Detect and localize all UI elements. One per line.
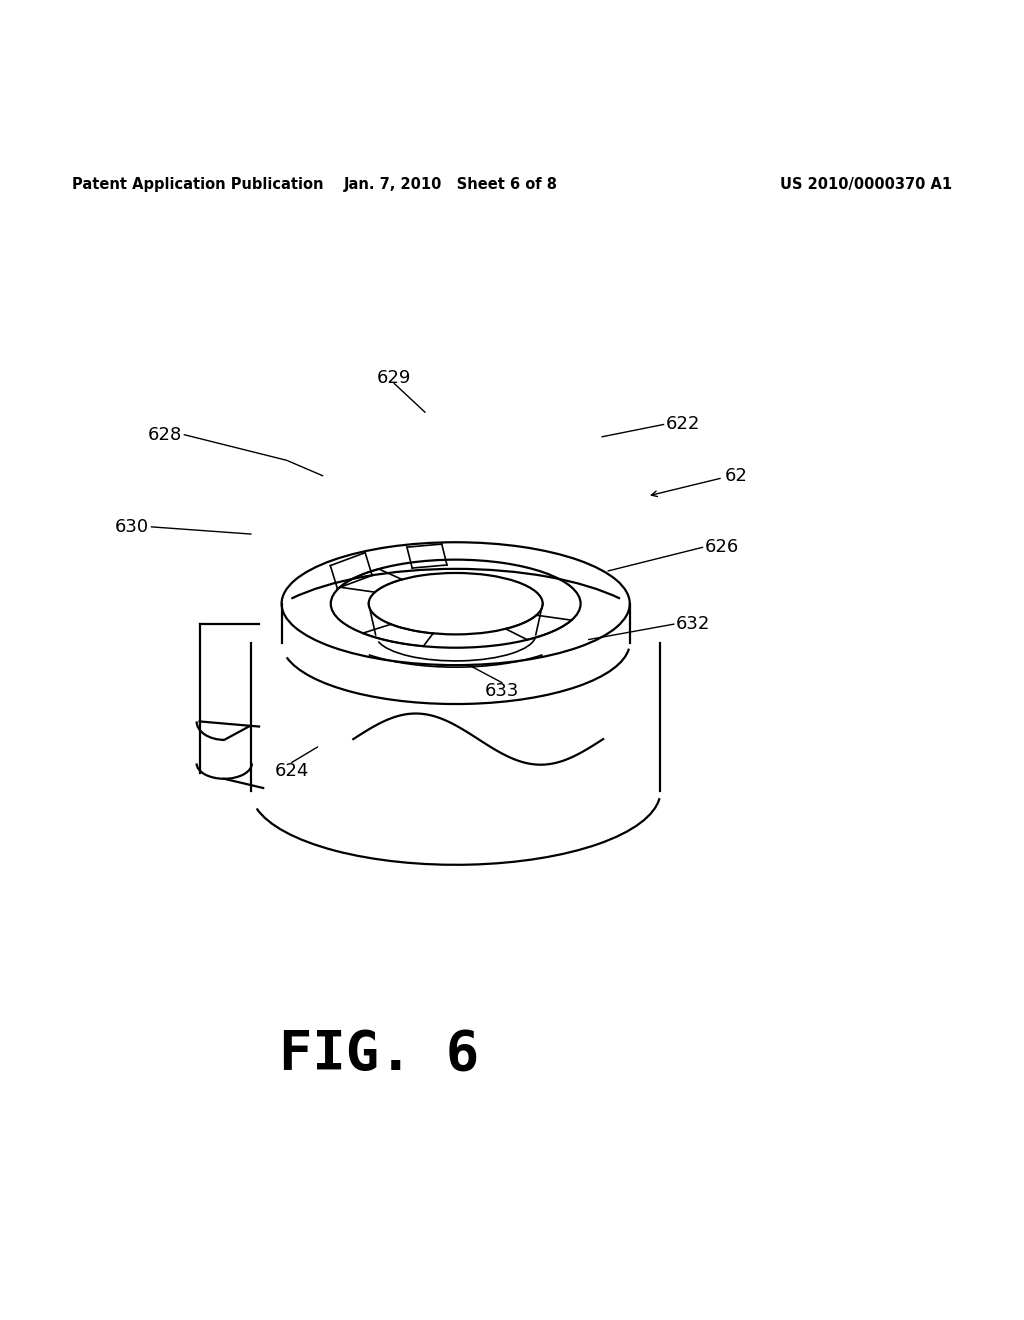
Text: 624: 624	[274, 762, 309, 780]
Text: Jan. 7, 2010   Sheet 6 of 8: Jan. 7, 2010 Sheet 6 of 8	[344, 177, 557, 193]
Text: 622: 622	[666, 416, 700, 433]
Text: FIG. 6: FIG. 6	[279, 1028, 479, 1081]
Text: US 2010/0000370 A1: US 2010/0000370 A1	[780, 177, 952, 193]
Text: 626: 626	[705, 539, 738, 556]
Text: 633: 633	[484, 681, 519, 700]
Text: 628: 628	[148, 426, 182, 444]
Text: 632: 632	[676, 615, 711, 634]
Text: 629: 629	[377, 370, 412, 387]
Text: 630: 630	[115, 517, 148, 536]
Text: Patent Application Publication: Patent Application Publication	[72, 177, 324, 193]
Text: 62: 62	[725, 467, 748, 484]
